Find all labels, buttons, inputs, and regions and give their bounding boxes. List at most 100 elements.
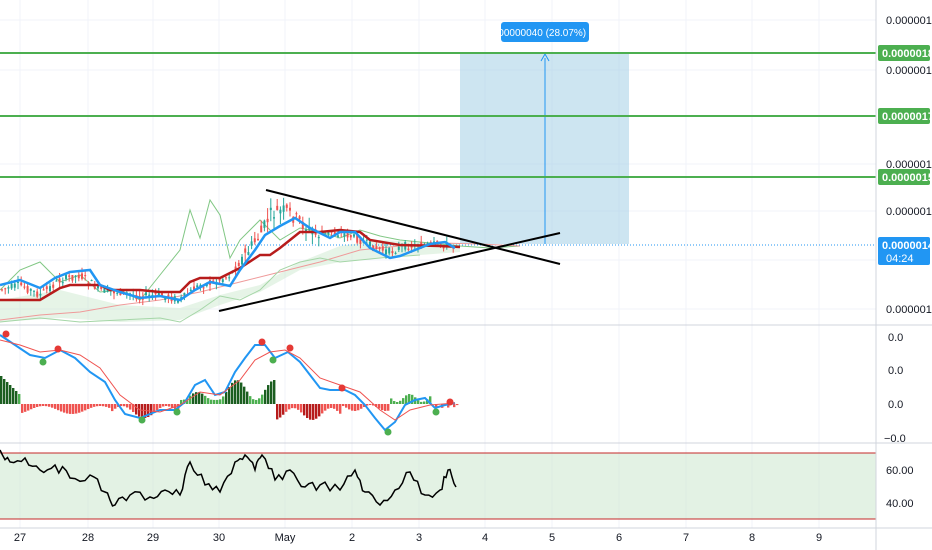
candle-body bbox=[68, 275, 71, 277]
candle-body bbox=[161, 293, 163, 296]
time-label: 2 bbox=[349, 532, 355, 544]
macd-bar bbox=[153, 404, 156, 413]
candle-body bbox=[385, 249, 387, 255]
macd-bar bbox=[87, 404, 90, 410]
macd-bar bbox=[387, 404, 390, 411]
time-label: May bbox=[275, 532, 296, 544]
candle-body bbox=[346, 232, 349, 238]
macd-cross-dot bbox=[258, 338, 266, 346]
macd-bar bbox=[357, 404, 360, 411]
macd-bar bbox=[408, 394, 411, 404]
candle-body bbox=[397, 246, 400, 250]
macd-bar bbox=[402, 398, 405, 404]
macd-bar bbox=[417, 400, 420, 404]
candle-body bbox=[225, 277, 227, 279]
current-price-label: 0.00000143 bbox=[882, 240, 932, 252]
macd-bar bbox=[321, 404, 324, 414]
macd-bar bbox=[105, 404, 108, 407]
macd-bar bbox=[45, 404, 48, 407]
macd-bar bbox=[369, 404, 372, 406]
candle-body bbox=[7, 287, 10, 289]
macd-bar bbox=[18, 394, 21, 404]
candle-body bbox=[317, 236, 320, 239]
macd-bar bbox=[390, 398, 393, 404]
macd-bar bbox=[126, 404, 129, 408]
candle-body bbox=[177, 300, 179, 303]
candle-body bbox=[250, 241, 253, 246]
candle-body bbox=[285, 204, 288, 208]
macd-bar bbox=[399, 400, 402, 404]
triangle-lower-line[interactable] bbox=[218, 232, 561, 312]
candle-body bbox=[23, 286, 26, 288]
candle-body bbox=[87, 282, 90, 285]
macd-bar bbox=[213, 399, 216, 404]
macd-bar bbox=[0, 376, 3, 404]
candle-body bbox=[269, 207, 272, 211]
macd-cross-dot bbox=[138, 416, 146, 424]
macd-bar bbox=[396, 401, 399, 404]
candle-body bbox=[100, 286, 103, 289]
macd-tick: 0.0 bbox=[888, 399, 903, 411]
time-axis[interactable]: 27 28 29 30 May 2 3 4 5 6 7 8 9 bbox=[14, 532, 822, 544]
macd-bar bbox=[168, 404, 171, 407]
base-line-ma bbox=[0, 228, 461, 302]
candle-body bbox=[49, 286, 51, 292]
candle-body bbox=[429, 242, 432, 244]
macd-cross-dot bbox=[286, 344, 294, 352]
candle-body bbox=[276, 205, 279, 210]
bar-countdown: 04:24 bbox=[886, 253, 914, 265]
macd-bar bbox=[120, 404, 123, 407]
macd-bar bbox=[231, 382, 234, 404]
candle-body bbox=[212, 280, 215, 282]
macd-bar bbox=[39, 404, 42, 407]
candle-body bbox=[113, 291, 115, 294]
candle-body bbox=[228, 277, 231, 279]
macd-bar bbox=[93, 404, 96, 407]
macd-bar bbox=[210, 399, 213, 404]
candle-body bbox=[97, 284, 99, 289]
macd-bar bbox=[252, 399, 255, 404]
macd-bar bbox=[204, 395, 207, 404]
macd-bar bbox=[267, 385, 270, 404]
macd-bar bbox=[354, 404, 357, 411]
macd-bar bbox=[21, 404, 24, 413]
triangle-upper-line[interactable] bbox=[265, 189, 561, 265]
macd-bar bbox=[159, 404, 162, 409]
candle-body bbox=[375, 246, 378, 249]
candle-body bbox=[93, 286, 96, 289]
macd-bar bbox=[282, 404, 285, 415]
macd-bar bbox=[309, 404, 312, 420]
macd-bar bbox=[273, 380, 276, 404]
macd-bar bbox=[234, 380, 237, 404]
candle-body bbox=[244, 248, 247, 253]
macd-bar bbox=[336, 404, 339, 411]
candle-body bbox=[394, 252, 397, 254]
macd-cross-dot bbox=[446, 398, 454, 406]
candle-body bbox=[81, 273, 83, 279]
candle-body bbox=[77, 274, 80, 279]
macd-bar bbox=[279, 404, 282, 418]
candle-body bbox=[71, 275, 74, 281]
macd-bar bbox=[189, 395, 192, 404]
macd-bar bbox=[99, 404, 102, 407]
time-label: 29 bbox=[147, 532, 159, 544]
candle-body bbox=[298, 216, 301, 220]
macd-bar bbox=[66, 404, 69, 414]
time-label: 5 bbox=[549, 532, 555, 544]
macd-tick: −0.0 bbox=[884, 433, 906, 445]
macd-bar bbox=[42, 404, 45, 407]
candle-body bbox=[65, 274, 67, 279]
candle-body bbox=[359, 238, 362, 244]
candle-body bbox=[333, 232, 336, 235]
macd-bar bbox=[324, 404, 327, 411]
macd-tick: 0.0 bbox=[888, 365, 903, 377]
macd-bar bbox=[129, 404, 132, 410]
candle-body bbox=[29, 289, 32, 291]
macd-bar bbox=[216, 399, 219, 404]
measure-label: 0.00000040 (28.07%) 40 bbox=[490, 28, 601, 39]
macd-bar bbox=[219, 399, 222, 404]
macd-bar bbox=[195, 392, 198, 404]
candle-body bbox=[260, 225, 263, 233]
macd-bar bbox=[162, 404, 165, 407]
